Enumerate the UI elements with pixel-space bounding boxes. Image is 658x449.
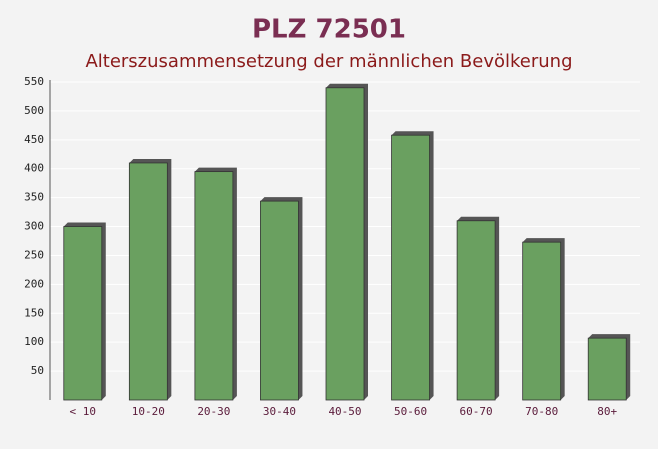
- bar: [260, 200, 299, 401]
- x-tick-label: 80+: [597, 405, 617, 418]
- bar: [194, 171, 234, 401]
- x-tick-label: < 10: [70, 405, 97, 418]
- bar: [128, 162, 168, 401]
- chart-subtitle: Alterszusammensetzung der männlichen Bev…: [85, 51, 572, 72]
- x-tick-label: 10-20: [132, 405, 165, 418]
- chart-title: PLZ 72501: [252, 15, 406, 45]
- y-tick-label: 100: [24, 335, 44, 348]
- y-tick-label: 250: [24, 248, 44, 261]
- bar: [63, 226, 103, 401]
- x-tick-label: 30-40: [263, 405, 296, 418]
- y-tick-label: 450: [24, 133, 44, 146]
- y-tick-label: 400: [24, 162, 44, 175]
- x-tick-label: 70-80: [525, 405, 558, 418]
- y-tick-label: 200: [24, 277, 44, 290]
- bar: [587, 337, 627, 401]
- y-tick-label: 150: [24, 306, 44, 319]
- x-tick-label: 20-30: [197, 405, 230, 418]
- bar: [391, 134, 430, 401]
- x-tick-label: 50-60: [394, 405, 427, 418]
- bar: [456, 220, 496, 401]
- y-tick-label: 550: [24, 75, 44, 88]
- y-tick-label: 300: [24, 220, 44, 233]
- x-tick-label: 60-70: [460, 405, 493, 418]
- x-tick-label: 40-50: [328, 405, 361, 418]
- y-tick-label: 50: [31, 364, 44, 377]
- y-tick-label: 500: [24, 104, 44, 117]
- bar: [522, 241, 562, 401]
- bar: [325, 87, 365, 401]
- y-tick-label: 350: [24, 191, 44, 204]
